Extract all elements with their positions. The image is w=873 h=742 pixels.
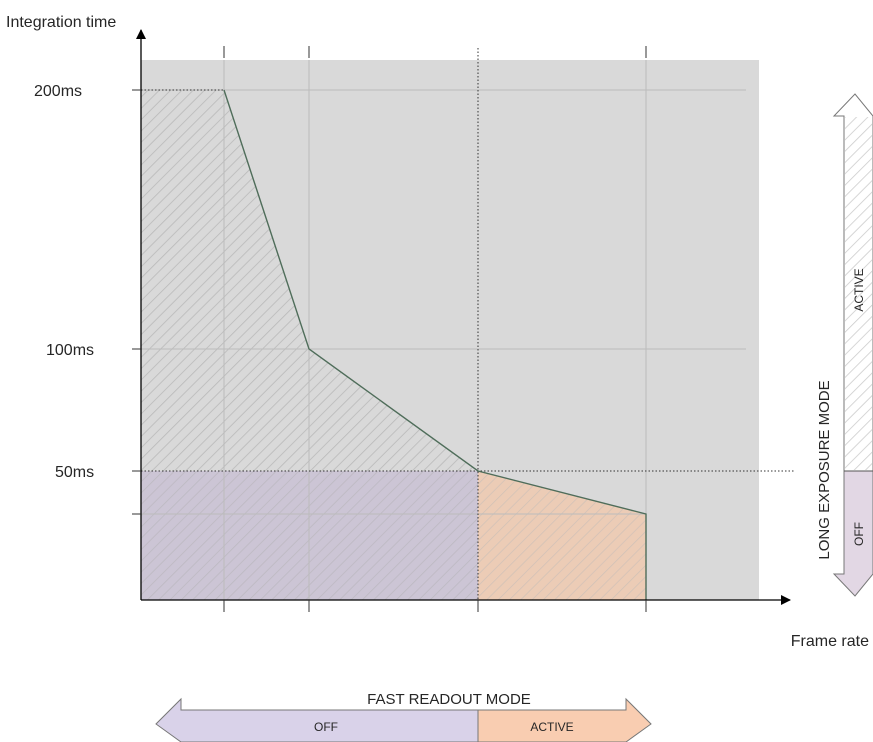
y-tick-label: 200ms	[34, 83, 82, 100]
y-axis-label: Integration time	[6, 14, 116, 31]
y-tick-label: 50ms	[55, 464, 94, 481]
fast-readout-off-label: OFF	[314, 720, 338, 734]
long-exposure-off-arrow	[832, 470, 873, 597]
tick-marks	[132, 46, 647, 612]
reference-lines	[141, 48, 795, 600]
x-axis-label: Frame rate	[791, 633, 869, 650]
fast-readout-off-arrow	[155, 697, 479, 742]
integration-time-curve	[223, 89, 647, 600]
fast-readout-title: FAST READOUT MODE	[367, 691, 531, 708]
long-exposure-active-arrow-hatch	[845, 117, 872, 470]
long-exposure-active-region	[141, 90, 478, 471]
fast-readout-active-arrow	[477, 697, 652, 742]
fast-readout-active-label: ACTIVE	[530, 720, 573, 734]
long-exposure-active-label: ACTIVE	[852, 268, 866, 311]
long-exposure-off-label: OFF	[852, 522, 866, 546]
y-tick-label: 100ms	[46, 342, 94, 359]
gridlines	[141, 60, 746, 600]
long-exposure-title: LONG EXPOSURE MODE	[816, 380, 833, 559]
